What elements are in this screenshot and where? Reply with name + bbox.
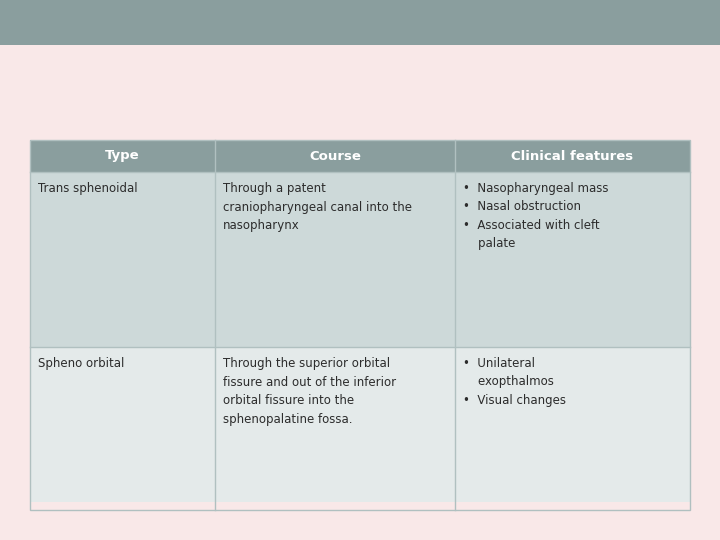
Text: Spheno orbital: Spheno orbital	[38, 357, 125, 370]
Text: •  Unilateral
    exopthalmos
•  Visual changes: • Unilateral exopthalmos • Visual change…	[463, 357, 566, 407]
Bar	[30, 140, 690, 510]
Text: •  Nasopharyngeal mass
•  Nasal obstruction
•  Associated with cleft
    palate: • Nasopharyngeal mass • Nasal obstructio…	[463, 182, 608, 251]
Text: Type: Type	[105, 150, 140, 163]
Bar	[30, 347, 690, 502]
Bar	[30, 140, 690, 172]
Bar	[0, 0, 720, 45]
Text: Through a patent
craniopharyngeal canal into the
nasopharynx: Through a patent craniopharyngeal canal …	[223, 182, 412, 232]
Text: Through the superior orbital
fissure and out of the inferior
orbital fissure int: Through the superior orbital fissure and…	[223, 357, 396, 426]
Text: Clinical features: Clinical features	[511, 150, 634, 163]
Text: Trans sphenoidal: Trans sphenoidal	[38, 182, 138, 195]
Text: Course: Course	[309, 150, 361, 163]
Bar	[30, 172, 690, 347]
